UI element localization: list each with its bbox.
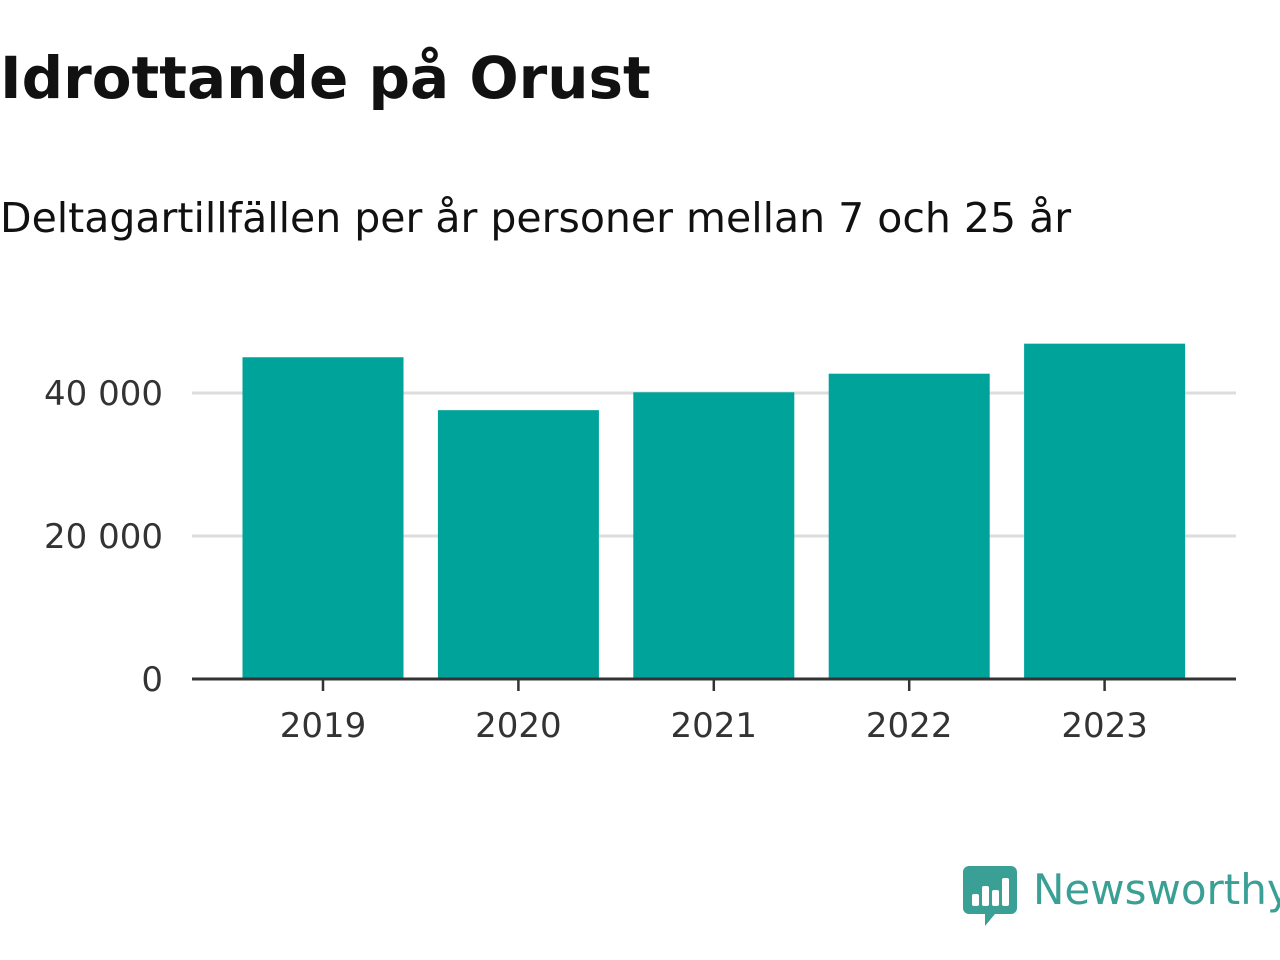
- x-tick-label: 2022: [866, 706, 953, 746]
- bar-2021: [633, 392, 795, 679]
- y-tick-label: 40 000: [44, 374, 163, 414]
- bar-2019: [242, 357, 404, 679]
- y-axis-tick-labels: 0 20 000 40 000: [44, 374, 163, 700]
- x-tick-label: 2021: [671, 706, 758, 746]
- bars: [242, 343, 1186, 679]
- x-axis-tick-labels: 2019 2020 2021 2022 2023: [280, 706, 1148, 746]
- chart-subtitle: Deltagartillfällen per år personer mella…: [0, 194, 1072, 242]
- brand-name: Newsworthy: [1033, 865, 1280, 914]
- bar-chart: 0 20 000 40 000 2019 2020 2021 2022 2023: [44, 343, 1236, 746]
- x-axis: [192, 677, 1236, 691]
- chart-title: Idrottande på Orust: [0, 44, 651, 112]
- y-tick-label: 20 000: [44, 517, 163, 557]
- newsworthy-logo: Newsworthy: [963, 862, 1280, 932]
- newsworthy-logo-icon: [963, 866, 1017, 926]
- x-tick-label: 2019: [280, 706, 367, 746]
- x-tick-label: 2020: [475, 706, 562, 746]
- bar-2022: [828, 373, 990, 679]
- bar-2020: [437, 410, 599, 679]
- y-tick-label: 0: [141, 660, 163, 700]
- bar-2023: [1024, 343, 1186, 679]
- x-tick-label: 2023: [1061, 706, 1148, 746]
